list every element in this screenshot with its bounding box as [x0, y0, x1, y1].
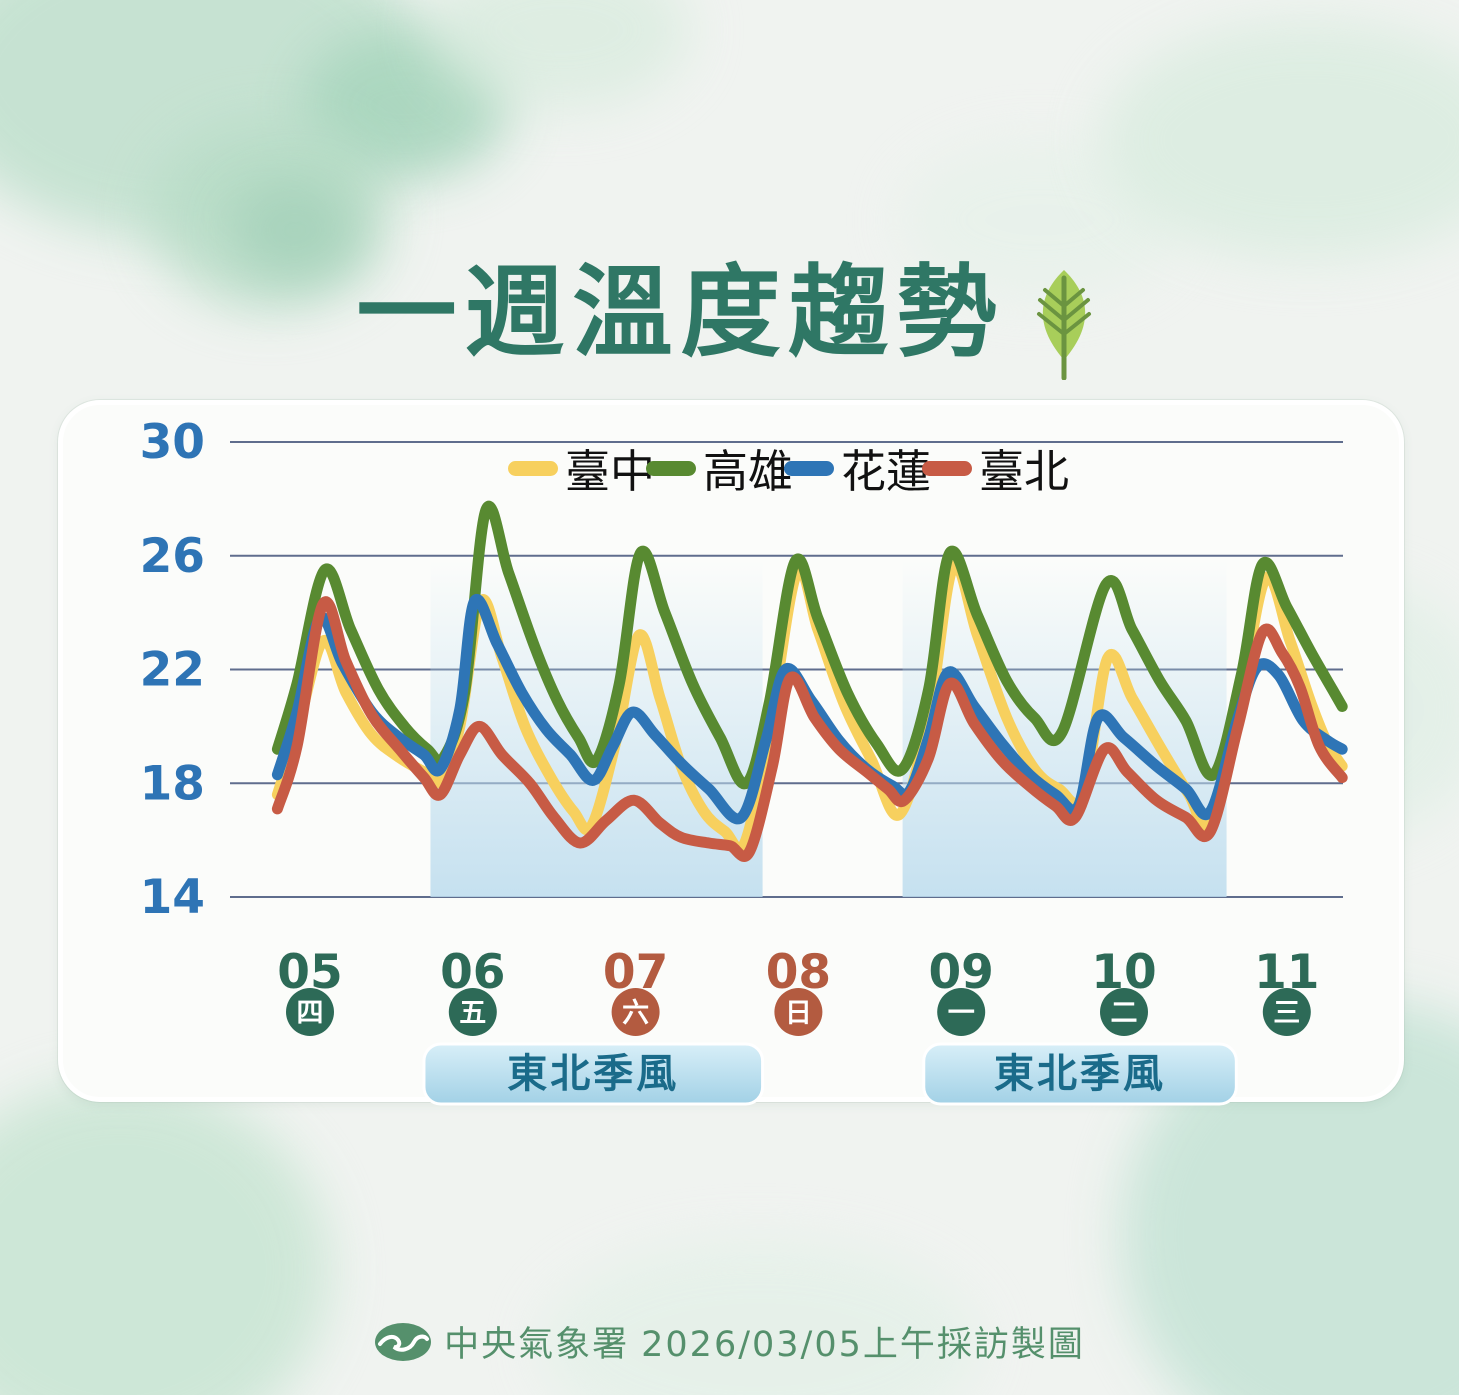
monsoon-label: 東北季風 — [994, 1051, 1166, 1097]
legend-label: 臺中 — [565, 445, 655, 498]
weekday-badge — [774, 988, 823, 1036]
y-axis-tick-label: 26 — [140, 529, 205, 584]
legend-label: 高雄 — [703, 445, 793, 498]
weekday-badge-label: 五 — [459, 998, 486, 1029]
weekday-badge — [448, 988, 497, 1036]
weekday-badge-label: 日 — [785, 998, 812, 1029]
y-axis-tick-label: 22 — [140, 643, 205, 698]
monsoon-label: 東北季風 — [507, 1051, 679, 1097]
temperature-line-臺北 — [271, 596, 1348, 862]
temperature-line-花蓮 — [271, 593, 1348, 825]
weekday-badge — [611, 988, 660, 1036]
legend-swatch — [784, 461, 834, 476]
weekday-badge-label: 四 — [297, 998, 324, 1029]
legend-swatch — [508, 461, 558, 476]
legend-label: 花蓮 — [841, 445, 931, 498]
weekday-badge-label: 二 — [1111, 998, 1138, 1029]
legend-swatch — [922, 461, 972, 476]
monsoon-label-box — [422, 1042, 765, 1106]
y-axis-tick-label: 14 — [140, 870, 205, 925]
weekday-badge-label: 六 — [622, 998, 649, 1029]
y-axis-tick-label: 18 — [140, 756, 205, 811]
weekday-badge-label: 一 — [948, 998, 975, 1029]
y-axis-tick-label: 30 — [140, 415, 205, 470]
weekday-badge — [286, 988, 334, 1036]
page-title: 一週溫度趨勢 — [356, 254, 1005, 371]
weekday-badge — [937, 988, 986, 1036]
weekday-badge-label: 三 — [1273, 998, 1300, 1029]
cwa-logo-icon — [375, 1322, 432, 1361]
legend-swatch — [646, 461, 696, 476]
legend-label: 臺北 — [979, 445, 1069, 498]
